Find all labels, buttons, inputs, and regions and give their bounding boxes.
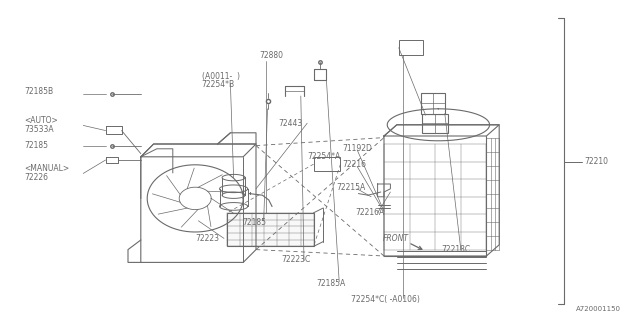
Text: 72223: 72223 (195, 234, 219, 243)
Bar (422, 114, 448, 133)
Bar (421, 93, 445, 114)
Text: <AUTO>: <AUTO> (24, 116, 58, 125)
Text: 72210: 72210 (584, 157, 609, 166)
Text: FRONT: FRONT (383, 234, 409, 243)
Text: 72185: 72185 (24, 141, 49, 150)
Text: 72254*A: 72254*A (307, 152, 340, 161)
Text: <MANUAL>: <MANUAL> (24, 164, 70, 173)
Text: 72218C: 72218C (442, 245, 471, 254)
Text: 72185A: 72185A (317, 279, 346, 288)
Text: 72254*B: 72254*B (202, 80, 235, 89)
Text: (A0011-  ): (A0011- ) (202, 72, 239, 81)
Text: A720001150: A720001150 (576, 306, 621, 312)
Text: 72185: 72185 (242, 218, 266, 227)
Text: 72216: 72216 (342, 160, 367, 169)
Text: 72226: 72226 (24, 173, 49, 182)
Text: 72216A: 72216A (355, 208, 385, 217)
Text: 72215A: 72215A (336, 183, 365, 192)
Bar (314, 157, 340, 171)
Bar (227, 213, 314, 246)
Text: 72254*C( -A0106): 72254*C( -A0106) (351, 295, 420, 304)
Text: 72443: 72443 (278, 119, 303, 128)
Text: 72223C: 72223C (282, 255, 311, 264)
Text: 73533A: 73533A (24, 125, 54, 134)
Bar (399, 40, 423, 55)
Text: 72185B: 72185B (24, 87, 54, 96)
Text: 71192D: 71192D (342, 144, 372, 153)
Text: 72880: 72880 (259, 52, 284, 60)
